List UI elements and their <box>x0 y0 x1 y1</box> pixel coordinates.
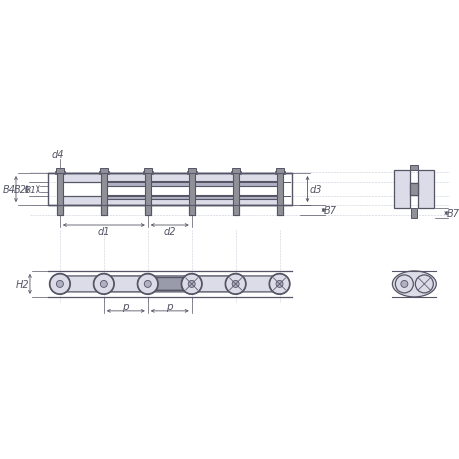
Circle shape <box>395 275 413 293</box>
Bar <box>276 174 282 216</box>
Bar <box>56 169 64 174</box>
Circle shape <box>144 281 151 288</box>
Bar <box>100 169 107 174</box>
Ellipse shape <box>392 271 435 297</box>
Bar <box>186 172 196 175</box>
Text: B1: B1 <box>25 185 37 194</box>
Text: B4: B4 <box>2 185 16 195</box>
FancyBboxPatch shape <box>148 278 190 291</box>
Bar <box>393 171 409 208</box>
Text: B2: B2 <box>13 185 27 195</box>
Bar <box>57 174 63 216</box>
Circle shape <box>232 281 239 288</box>
Circle shape <box>269 274 289 294</box>
Bar <box>274 172 284 175</box>
Text: d4: d4 <box>51 150 64 160</box>
Bar <box>101 206 106 216</box>
Bar <box>191 196 279 199</box>
Circle shape <box>94 274 113 294</box>
Circle shape <box>181 274 201 294</box>
Circle shape <box>56 281 63 288</box>
Bar <box>276 206 282 216</box>
Bar <box>104 196 191 199</box>
Text: p: p <box>122 301 129 311</box>
FancyBboxPatch shape <box>235 276 279 292</box>
Circle shape <box>225 274 245 294</box>
Bar <box>55 172 65 175</box>
Text: d2: d2 <box>163 226 176 236</box>
Circle shape <box>400 281 407 288</box>
Text: p: p <box>166 301 173 311</box>
Circle shape <box>188 281 195 288</box>
FancyBboxPatch shape <box>60 276 104 292</box>
Circle shape <box>414 275 432 293</box>
Bar <box>232 206 238 216</box>
Bar <box>48 174 291 206</box>
Bar <box>409 166 417 171</box>
Bar <box>60 174 147 183</box>
FancyBboxPatch shape <box>147 276 191 292</box>
Bar <box>417 171 433 208</box>
Circle shape <box>275 281 282 288</box>
FancyBboxPatch shape <box>191 276 235 292</box>
Bar <box>191 182 279 186</box>
Bar <box>147 196 235 206</box>
Bar <box>187 169 195 174</box>
Bar <box>147 174 235 183</box>
Bar <box>188 174 194 216</box>
Bar <box>57 206 63 216</box>
Text: d3: d3 <box>308 185 321 195</box>
Circle shape <box>100 281 107 288</box>
Bar <box>104 182 191 186</box>
Circle shape <box>50 274 70 294</box>
Text: d1: d1 <box>97 226 110 236</box>
Bar <box>409 184 417 196</box>
Bar <box>60 196 147 206</box>
Bar <box>99 172 109 175</box>
Bar <box>142 172 152 175</box>
Bar <box>145 174 151 216</box>
Circle shape <box>138 274 157 294</box>
Bar <box>145 206 151 216</box>
Text: H2: H2 <box>16 280 30 289</box>
Bar <box>230 172 240 175</box>
Bar <box>232 174 238 216</box>
Bar <box>235 196 279 206</box>
Bar <box>144 169 151 174</box>
Text: B7: B7 <box>446 208 459 218</box>
Bar <box>188 206 194 216</box>
Bar <box>235 174 279 183</box>
Text: B7: B7 <box>323 206 336 216</box>
Bar <box>275 169 283 174</box>
Bar <box>410 208 416 218</box>
Bar <box>231 169 239 174</box>
Bar <box>101 174 106 216</box>
FancyBboxPatch shape <box>104 276 147 292</box>
